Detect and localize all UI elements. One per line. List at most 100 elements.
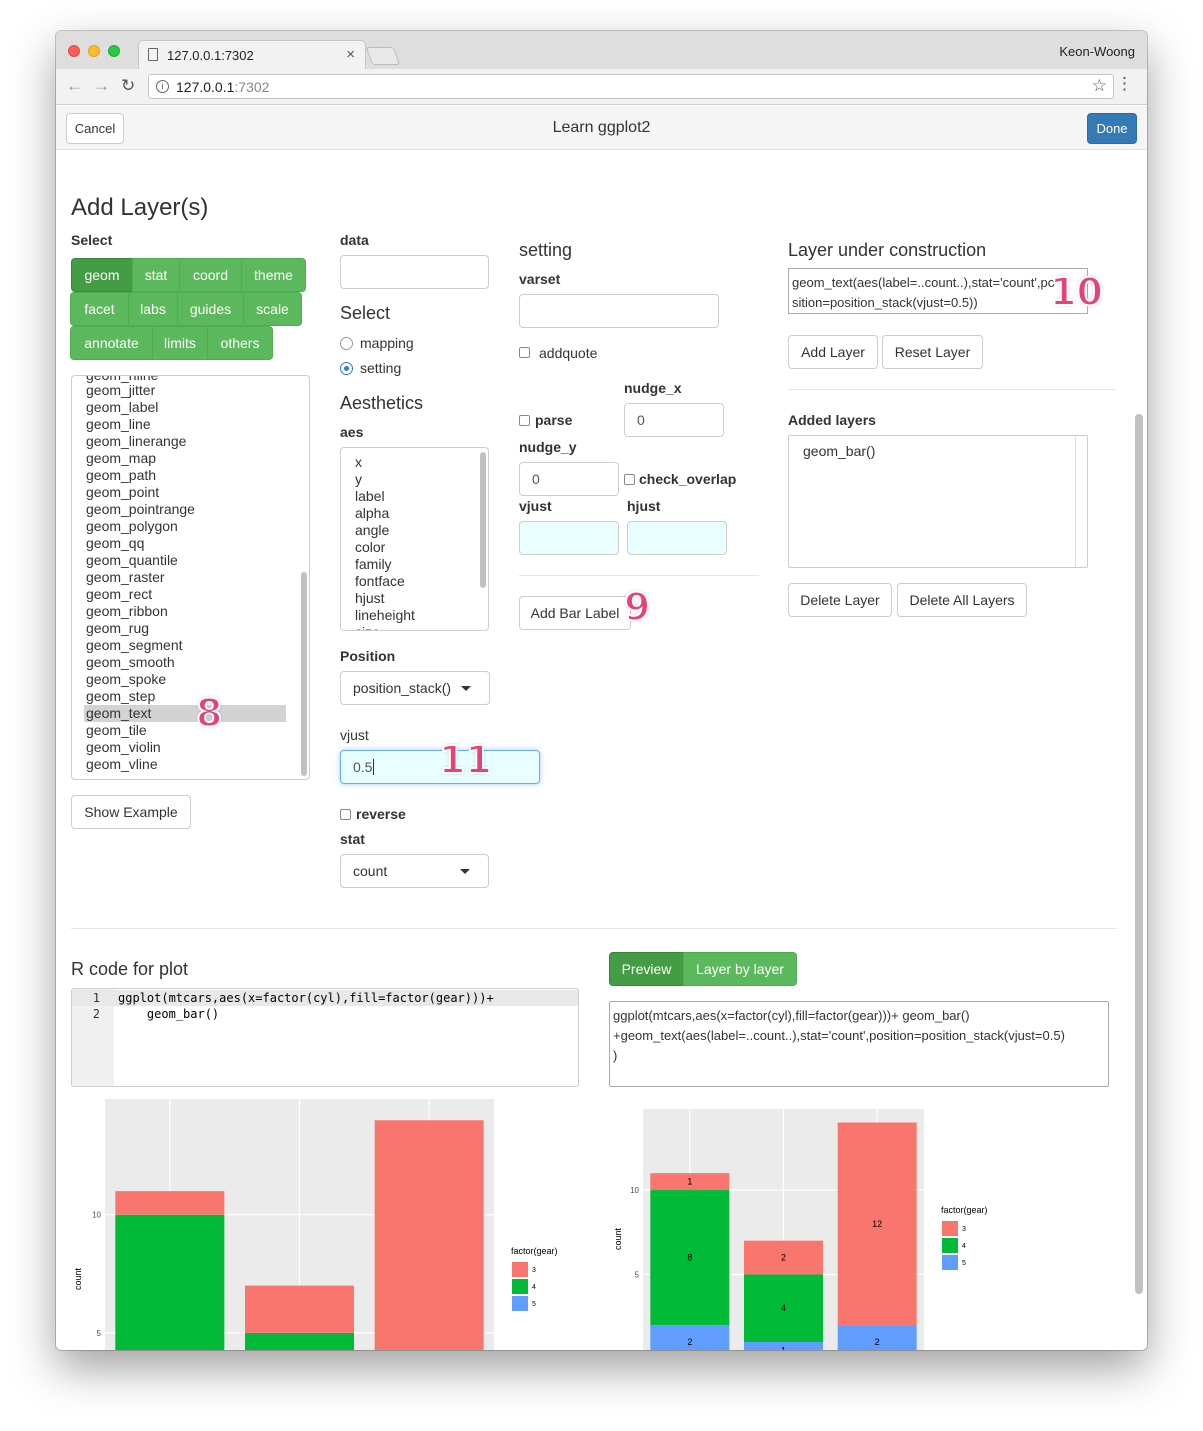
info-icon[interactable]: i: [156, 80, 169, 93]
annotate-button[interactable]: annotate: [70, 326, 153, 360]
cancel-button[interactable]: Cancel: [66, 113, 124, 144]
list-item[interactable]: geom_step: [86, 688, 156, 704]
check-overlap-checkbox-label[interactable]: check_overlap: [639, 471, 737, 487]
added-layers-list[interactable]: geom_bar(): [788, 435, 1088, 568]
check-overlap-checkbox[interactable]: [624, 474, 635, 485]
nudge-y-input[interactable]: 0: [519, 462, 619, 496]
varset-input[interactable]: [519, 294, 719, 328]
list-item[interactable]: geom_raster: [86, 569, 165, 585]
list-item[interactable]: geom_bar(): [803, 443, 876, 459]
list-item[interactable]: color: [355, 539, 386, 555]
tab-close-icon[interactable]: ×: [346, 46, 355, 63]
setting-hjust-input[interactable]: [627, 521, 727, 555]
stat-button[interactable]: stat: [132, 258, 180, 292]
scale-button[interactable]: scale: [243, 292, 302, 326]
geom-button[interactable]: geom: [71, 258, 133, 292]
list-scrollbar[interactable]: [301, 572, 307, 776]
aes-scrollbar[interactable]: [480, 452, 486, 588]
list-item[interactable]: angle: [355, 522, 390, 538]
list-item[interactable]: size: [355, 624, 380, 630]
add-bar-label-button[interactable]: Add Bar Label: [519, 596, 631, 630]
browser-menu-icon[interactable]: ⋮: [1116, 74, 1133, 93]
limits-button[interactable]: limits: [152, 326, 208, 360]
list-item[interactable]: geom_spoke: [86, 671, 167, 687]
stat-select[interactable]: count: [340, 854, 489, 888]
list-item-selected[interactable]: geom_text: [84, 705, 286, 722]
show-example-button[interactable]: Show Example: [71, 795, 191, 829]
parse-checkbox[interactable]: [519, 415, 530, 426]
list-item[interactable]: lineheight: [355, 607, 415, 623]
list-item[interactable]: geom_segment: [86, 637, 183, 653]
list-item[interactable]: family: [355, 556, 392, 572]
reset-layer-button[interactable]: Reset Layer: [882, 335, 983, 369]
done-button[interactable]: Done: [1087, 113, 1137, 144]
list-item[interactable]: geom_path: [86, 467, 157, 483]
list-item[interactable]: hjust: [355, 590, 385, 606]
parse-checkbox-label[interactable]: parse: [535, 412, 573, 428]
list-item[interactable]: geom_quantile: [86, 552, 178, 568]
url-field[interactable]: i 127.0.0.1:7302 ☆: [148, 74, 1114, 99]
bookmark-star-icon[interactable]: ☆: [1091, 76, 1107, 95]
list-item[interactable]: x: [355, 454, 362, 470]
vjust-input[interactable]: 0.5: [340, 750, 540, 784]
reverse-checkbox[interactable]: [340, 809, 351, 820]
mapping-radio[interactable]: [340, 337, 353, 350]
profile-name[interactable]: Keon-Woong: [1059, 44, 1135, 59]
data-input[interactable]: [340, 255, 489, 289]
layer-code-box[interactable]: geom_text(aes(label=..count..),stat='cou…: [788, 268, 1088, 314]
code-editor[interactable]: 1 2 ggplot(mtcars,aes(x=factor(cyl),fill…: [71, 988, 579, 1087]
reverse-checkbox-label[interactable]: reverse: [356, 806, 406, 822]
tab-layer-by-layer[interactable]: Layer by layer: [683, 952, 797, 986]
browser-tab[interactable]: 127.0.0.1:7302 ×: [138, 40, 366, 69]
delete-all-layers-button[interactable]: Delete All Layers: [897, 583, 1027, 617]
position-select[interactable]: position_stack(): [340, 671, 490, 705]
list-item[interactable]: geom_violin: [86, 739, 161, 755]
minimize-window-button[interactable]: [88, 45, 100, 57]
maximize-window-button[interactable]: [108, 45, 120, 57]
delete-layer-button[interactable]: Delete Layer: [788, 583, 892, 617]
list-item[interactable]: label: [355, 488, 385, 504]
list-item[interactable]: geom_map: [86, 450, 157, 466]
page-scrollbar[interactable]: [1135, 414, 1143, 1294]
addquote-checkbox[interactable]: [519, 347, 530, 358]
new-tab-button[interactable]: [365, 47, 401, 65]
list-item[interactable]: geom_polygon: [86, 518, 178, 534]
mapping-radio-label[interactable]: mapping: [360, 335, 414, 351]
tab-preview[interactable]: Preview: [609, 952, 684, 986]
list-item[interactable]: geom_hline: [86, 375, 159, 383]
list-item[interactable]: geom_label: [86, 399, 159, 415]
labs-button[interactable]: labs: [128, 292, 178, 326]
list-item[interactable]: geom_smooth: [86, 654, 175, 670]
facet-button[interactable]: facet: [70, 292, 129, 326]
theme-button[interactable]: theme: [241, 258, 306, 292]
aes-list[interactable]: x y label alpha angle color family fontf…: [340, 447, 489, 631]
list-item[interactable]: geom_pointrange: [86, 501, 195, 517]
list-item[interactable]: fontface: [355, 573, 405, 589]
list-item[interactable]: geom_rect: [86, 586, 153, 602]
setting-radio[interactable]: [340, 362, 353, 375]
list-item[interactable]: geom_line: [86, 416, 151, 432]
back-icon[interactable]: ←: [66, 76, 83, 95]
add-layer-button[interactable]: Add Layer: [788, 335, 878, 369]
list-item[interactable]: alpha: [355, 505, 390, 521]
coord-button[interactable]: coord: [179, 258, 242, 292]
setting-radio-label[interactable]: setting: [360, 360, 402, 376]
list-item[interactable]: geom_rug: [86, 620, 150, 636]
list-item[interactable]: geom_ribbon: [86, 603, 168, 619]
list-item[interactable]: geom_jitter: [86, 382, 156, 398]
reload-icon[interactable]: ↻: [121, 76, 136, 95]
setting-vjust-input[interactable]: [519, 521, 619, 555]
close-window-button[interactable]: [68, 45, 80, 57]
nudge-x-input[interactable]: 0: [624, 403, 724, 437]
geom-list[interactable]: geom_hline geom_jitter geom_label geom_l…: [71, 375, 310, 780]
list-item[interactable]: geom_point: [86, 484, 160, 500]
list-item[interactable]: y: [355, 471, 362, 487]
list-item[interactable]: geom_linerange: [86, 433, 187, 449]
list-item[interactable]: geom_vline: [86, 756, 158, 772]
list-item[interactable]: geom_tile: [86, 722, 147, 738]
list-item[interactable]: geom_qq: [86, 535, 145, 551]
addquote-checkbox-label[interactable]: addquote: [539, 345, 598, 361]
guides-button[interactable]: guides: [177, 292, 244, 326]
forward-icon[interactable]: →: [93, 76, 110, 95]
others-button[interactable]: others: [207, 326, 273, 360]
